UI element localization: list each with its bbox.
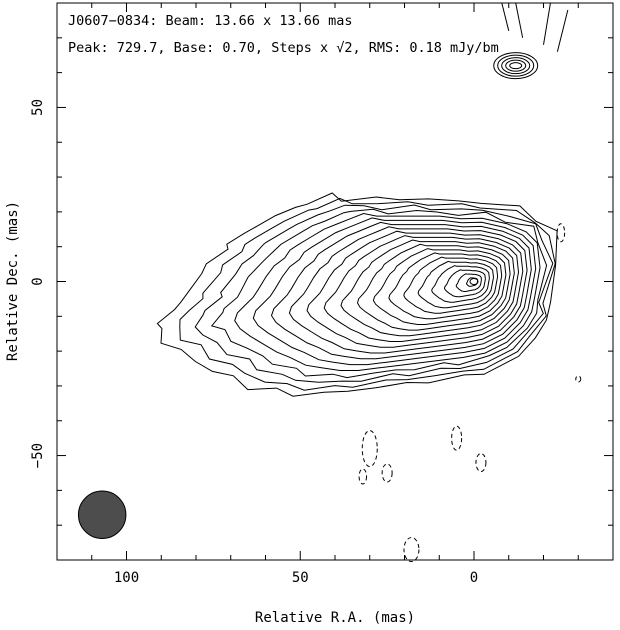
beam-ellipse (77, 490, 127, 539)
x-tick-label: 50 (292, 570, 309, 586)
negative-contour (358, 468, 368, 485)
negative-contour (381, 463, 393, 483)
secondary-contour (493, 52, 539, 80)
secondary-streak (501, 2, 510, 31)
contour-level (288, 226, 528, 354)
negative-contour (575, 375, 582, 383)
contour-lines (156, 192, 558, 397)
x-tick-label: 0 (470, 570, 478, 586)
negative-contour (556, 223, 566, 243)
negative-contour (361, 430, 378, 468)
secondary-streak (556, 9, 569, 52)
x-tick-labels: 100 50 0 (114, 570, 478, 586)
contour-level (372, 248, 507, 325)
contour-level (234, 212, 541, 371)
contour-level (179, 197, 556, 391)
contour-level (388, 252, 503, 320)
core-contour (469, 278, 479, 285)
negative-contour (451, 425, 463, 451)
plot-frame (56, 2, 614, 561)
contour-level (306, 230, 524, 348)
header-line-1: J0607−0834: Beam: 13.66 x 13.66 mas (68, 13, 352, 29)
secondary-component-contours (493, 2, 569, 80)
contour-level (252, 217, 537, 366)
contour-level (465, 277, 479, 287)
y-axis-label: Relative Dec. (mas) (5, 201, 21, 361)
contour-level (356, 243, 511, 331)
secondary-contour (501, 57, 531, 75)
x-axis-label: Relative R.A. (mas) (255, 610, 415, 626)
y-tick-label: −50 (30, 443, 46, 468)
contour-level (194, 204, 554, 383)
header-line-2: Peak: 729.7, Base: 0.70, Steps x √2, RMS… (68, 40, 499, 56)
negative-contour (403, 537, 420, 563)
secondary-contour (505, 59, 527, 72)
contour-level (443, 269, 486, 298)
contour-level (340, 239, 515, 337)
y-tick-label: 50 (30, 99, 46, 116)
contour-level (210, 208, 548, 379)
negative-contours (358, 223, 582, 563)
contour-level (323, 235, 520, 342)
secondary-streak (543, 2, 551, 45)
y-tick-labels: 50 0 −50 (30, 99, 46, 468)
secondary-contour (497, 54, 535, 77)
contour-level (270, 221, 532, 360)
y-tick-label: 0 (30, 277, 46, 285)
contour-level (455, 273, 482, 292)
contour-level (403, 256, 499, 314)
contour-level (156, 192, 558, 397)
secondary-streak (515, 2, 524, 38)
contour-level (417, 260, 495, 309)
negative-contour (475, 453, 487, 473)
x-tick-label: 100 (114, 570, 139, 586)
beam-circle (77, 490, 127, 539)
axis-ticks (56, 2, 613, 560)
secondary-contour (509, 62, 523, 70)
contour-level (431, 265, 490, 303)
